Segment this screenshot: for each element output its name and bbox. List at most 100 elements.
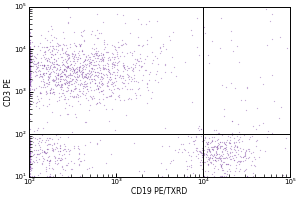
Point: [35, 74, 40, 77]
Point: [92, 74, 97, 77]
Point: [201, 175, 206, 178]
Point: [120, 43, 124, 46]
Point: [79, 73, 84, 76]
Point: [139, 59, 144, 63]
Point: [36, 158, 41, 161]
Point: [93, 73, 98, 76]
Point: [40, 139, 45, 142]
Point: [70, 69, 74, 73]
Point: [46, 48, 51, 51]
Point: [27, 31, 32, 34]
Point: [233, 153, 238, 157]
Point: [38, 73, 43, 76]
Point: [216, 167, 220, 170]
Point: [27, 81, 32, 84]
Point: [32, 62, 37, 66]
Point: [37, 99, 42, 102]
Point: [29, 168, 34, 171]
Point: [56, 73, 61, 76]
Point: [92, 64, 96, 67]
Point: [87, 72, 92, 75]
Point: [82, 74, 87, 77]
Point: [79, 66, 84, 69]
Point: [238, 98, 243, 101]
Point: [103, 67, 108, 70]
Point: [73, 80, 77, 83]
Point: [217, 142, 222, 145]
Point: [136, 64, 141, 67]
Point: [224, 162, 229, 165]
Point: [89, 78, 94, 81]
Point: [237, 168, 242, 171]
Point: [68, 62, 73, 66]
Point: [206, 147, 211, 150]
Point: [27, 54, 32, 57]
Point: [27, 143, 32, 147]
Point: [38, 73, 43, 76]
Point: [70, 82, 74, 85]
Point: [110, 63, 114, 66]
Point: [244, 148, 249, 151]
Point: [111, 81, 116, 84]
Point: [200, 154, 205, 157]
Point: [219, 175, 224, 178]
Point: [27, 136, 32, 139]
Point: [211, 175, 216, 178]
Point: [70, 67, 75, 71]
Point: [197, 160, 202, 163]
Point: [246, 148, 251, 151]
Point: [88, 52, 93, 55]
Point: [120, 62, 125, 65]
Point: [55, 138, 60, 141]
Point: [67, 53, 72, 57]
Point: [224, 143, 229, 147]
Point: [28, 102, 33, 105]
Point: [54, 58, 59, 61]
Point: [105, 56, 110, 60]
Point: [87, 78, 92, 81]
Point: [125, 72, 130, 76]
Point: [218, 46, 222, 50]
Point: [70, 89, 75, 92]
Point: [105, 50, 110, 53]
Point: [214, 147, 219, 151]
Point: [27, 101, 32, 104]
Point: [105, 64, 110, 68]
Point: [89, 29, 94, 32]
Point: [109, 88, 113, 92]
Point: [95, 37, 100, 40]
Point: [218, 141, 222, 144]
Point: [113, 55, 118, 59]
Point: [123, 68, 128, 71]
Point: [95, 51, 100, 54]
Point: [108, 78, 112, 81]
Point: [219, 175, 224, 178]
Point: [66, 80, 71, 84]
Point: [63, 101, 68, 104]
Point: [76, 87, 81, 91]
Point: [82, 59, 87, 62]
Point: [199, 151, 204, 155]
Point: [112, 128, 117, 131]
Point: [80, 75, 84, 79]
Point: [128, 50, 133, 53]
Point: [73, 95, 78, 98]
Point: [34, 66, 39, 69]
Point: [38, 61, 43, 64]
Point: [58, 68, 62, 71]
Point: [283, 147, 287, 150]
Point: [85, 98, 90, 101]
Point: [47, 173, 52, 176]
Point: [137, 53, 142, 56]
Point: [194, 147, 199, 150]
Point: [89, 88, 94, 91]
Point: [248, 163, 253, 166]
Point: [135, 58, 140, 61]
Point: [87, 60, 92, 64]
Point: [61, 79, 66, 82]
Point: [102, 67, 106, 70]
Point: [89, 95, 94, 99]
Point: [28, 71, 33, 74]
Point: [54, 133, 58, 136]
Point: [211, 145, 216, 149]
